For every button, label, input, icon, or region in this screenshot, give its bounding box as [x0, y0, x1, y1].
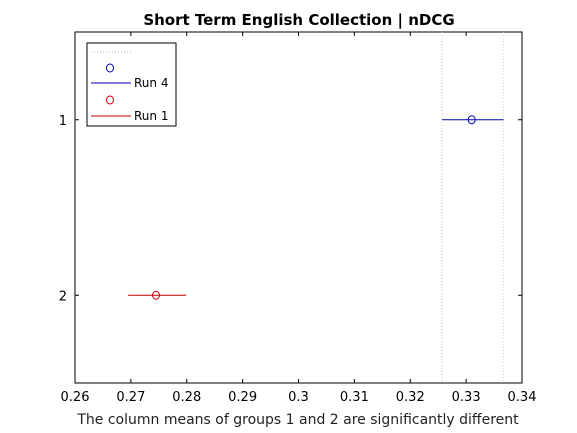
chart-title: Short Term English Collection | nDCG	[143, 11, 454, 30]
axis-ticks: 0.26 0.27 0.28 0.29 0.3 0.31 0.32 0.33 0.34 1 2	[59, 32, 537, 405]
legend-label-run-1: Run 1	[134, 109, 168, 123]
y-tick-label: 1	[59, 114, 67, 129]
y-tick-label: 2	[59, 289, 67, 304]
legend-label-run-4: Run 4	[134, 76, 168, 90]
x-tick-label: 0.29	[228, 390, 257, 405]
legend-marker-run-4	[106, 63, 114, 73]
x-axis-label: The column means of groups 1 and 2 are s…	[76, 412, 519, 428]
x-tick-label: 0.26	[61, 390, 90, 405]
mean-marker-run-4	[467, 115, 476, 125]
legend: Run 4 Run 1	[86, 42, 177, 127]
x-tick-label: 0.3	[288, 390, 309, 405]
x-tick-label: 0.34	[508, 390, 537, 405]
x-tick-label: 0.33	[452, 390, 481, 405]
mean-marker-run-1	[152, 290, 161, 300]
x-tick-label: 0.27	[116, 390, 145, 405]
legend-marker-run-1	[106, 95, 114, 105]
x-tick-label: 0.31	[340, 390, 369, 405]
x-tick-label: 0.32	[396, 390, 425, 405]
x-tick-label: 0.28	[172, 390, 201, 405]
series-layer	[128, 115, 504, 300]
legend-box	[86, 42, 177, 127]
